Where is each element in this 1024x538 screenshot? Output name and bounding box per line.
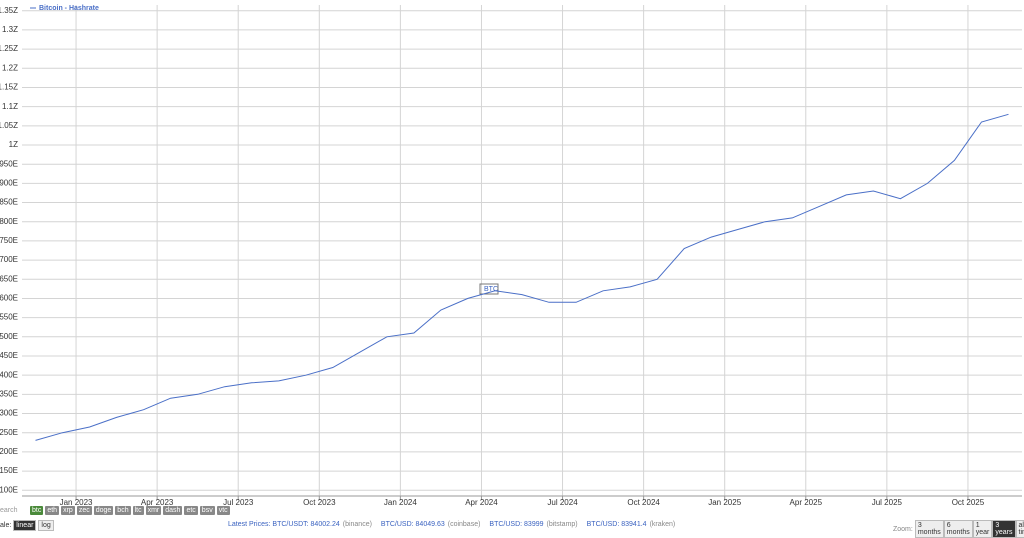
y-tick-label: 600E (0, 294, 18, 303)
y-tick-label: 350E (0, 389, 18, 398)
coin-tab[interactable]: vtc (217, 506, 230, 515)
zoom-button[interactable]: 3 years (992, 520, 1015, 538)
series-line (36, 114, 1009, 440)
legend-label: Bitcoin - Hashrate (39, 5, 99, 12)
y-tick-label: 1.15Z (0, 83, 18, 92)
coin-tab[interactable]: xrp (61, 506, 75, 515)
zoom-label: Zoom: (893, 526, 913, 533)
zoom-button[interactable]: all time (1016, 520, 1024, 538)
scale-button[interactable]: linear (13, 520, 36, 531)
y-tick-label: 400E (0, 370, 18, 379)
y-tick-label: 1.35Z (0, 6, 18, 15)
y-tick-label: 900E (0, 178, 18, 187)
price: BTC/USD: 83941.4 (587, 521, 647, 528)
zoom-button[interactable]: 1 year (973, 520, 993, 538)
y-tick-label: 700E (0, 255, 18, 264)
coin-tab[interactable]: bsv (200, 506, 215, 515)
coin-tab[interactable]: btc (30, 506, 43, 515)
search[interactable]: earch (0, 507, 28, 514)
exchange: (coinbase) (448, 521, 481, 528)
coin-tab[interactable]: ltc (133, 506, 144, 515)
coin-tab[interactable]: dash (163, 506, 182, 515)
y-tick-label: 950E (0, 159, 18, 168)
price: BTC/USD: 83999 (489, 521, 543, 528)
y-tick-label: 800E (0, 217, 18, 226)
y-tick-label: 750E (0, 236, 18, 245)
y-tick-label: 300E (0, 409, 18, 418)
coin-tab[interactable]: zec (77, 506, 92, 515)
scale-button[interactable]: log (38, 520, 53, 531)
y-tick-label: 250E (0, 428, 18, 437)
zoom-button[interactable]: 6 months (944, 520, 973, 538)
y-tick-label: 850E (0, 198, 18, 207)
prices-label: Latest Prices: (228, 521, 270, 528)
chart: BTC 100E150E200E250E300E350E400E450E500E… (0, 0, 1024, 508)
y-tick-label: 550E (0, 313, 18, 322)
y-tick-label: 1.05Z (0, 121, 18, 130)
exchange: (bitstamp) (547, 521, 578, 528)
y-tick-label: 1.25Z (0, 44, 18, 53)
prices: BTC/USDT: 84002.24 (binance) BTC/USD: 8404… (272, 521, 675, 528)
y-tick-label: 1.1Z (2, 102, 18, 111)
exchange: (binance) (343, 521, 372, 528)
y-tick-label: 1Z (9, 140, 18, 149)
price: BTC/USDT: 84002.24 (272, 521, 339, 528)
scale-label: ale: (0, 522, 11, 529)
coin-tab[interactable]: xmr (146, 506, 162, 515)
price: BTC/USD: 84049.63 (381, 521, 445, 528)
y-tick-label: 200E (0, 447, 18, 456)
y-tick-label: 450E (0, 351, 18, 360)
coin-tab[interactable]: eth (45, 506, 59, 515)
y-tick-label: 150E (0, 466, 18, 475)
coin-tab[interactable]: etc (184, 506, 197, 515)
y-tick-label: 650E (0, 274, 18, 283)
coin-tab[interactable]: doge (94, 506, 114, 515)
y-tick-label: 500E (0, 332, 18, 341)
zoom-button[interactable]: 3 months (915, 520, 944, 538)
coin-tab[interactable]: bch (115, 506, 130, 515)
exchange: (kraken) (650, 521, 676, 528)
y-tick-label: 1.2Z (2, 63, 18, 72)
y-tick-label: 1.3Z (2, 25, 18, 34)
y-tick-label: 100E (0, 485, 18, 494)
